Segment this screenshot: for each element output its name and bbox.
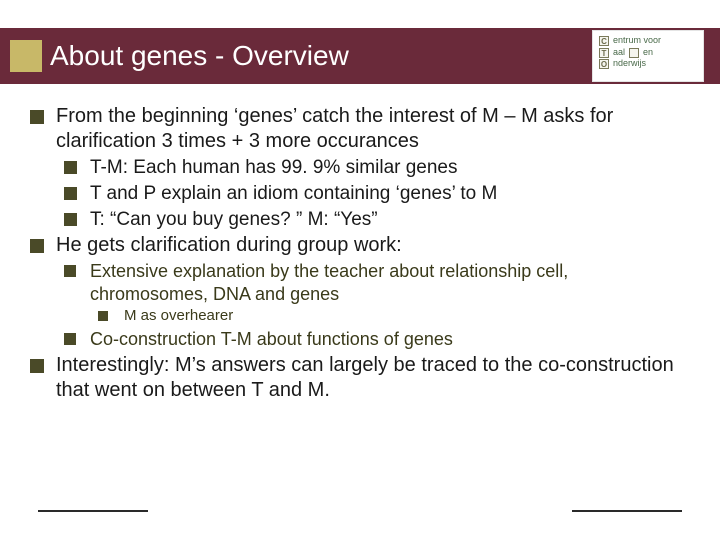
list-item: T-M: Each human has 99. 9% similar genes — [64, 156, 690, 180]
list-item: From the beginning ‘genes’ catch the int… — [30, 104, 690, 231]
logo-text-1: entrum voor — [613, 35, 661, 47]
bullet-text: From the beginning ‘genes’ catch the int… — [56, 105, 613, 152]
bullet-text: Co-construction T-M about functions of g… — [90, 329, 453, 349]
org-logo: C entrum voor T aal en O nderwijs — [592, 30, 704, 82]
logo-letter-t: T — [599, 48, 609, 58]
bullet-text: M as overhearer — [124, 307, 233, 324]
logo-letter-c: C — [599, 36, 609, 46]
list-item: T and P explain an idiom containing ‘gen… — [64, 182, 690, 206]
list-item: He gets clarification during group work:… — [30, 233, 690, 350]
logo-square-icon — [629, 48, 639, 58]
logo-letter-o: O — [599, 59, 609, 69]
bullet-text: T: “Can you buy genes? ” M: “Yes” — [90, 209, 378, 230]
accent-box — [10, 40, 42, 72]
bullet-text: T-M: Each human has 99. 9% similar genes — [90, 157, 458, 178]
slide-body: From the beginning ‘genes’ catch the int… — [30, 104, 690, 405]
list-item: Co-construction T-M about functions of g… — [64, 328, 690, 351]
list-item: Interestingly: M’s answers can largely b… — [30, 353, 690, 403]
bullet-list: From the beginning ‘genes’ catch the int… — [30, 104, 690, 403]
list-item: Extensive explanation by the teacher abo… — [64, 260, 690, 326]
footer-rule-right — [572, 510, 682, 512]
logo-text-3: nderwijs — [613, 58, 646, 70]
bullet-text: Interestingly: M’s answers can largely b… — [56, 354, 674, 401]
bullet-text: He gets clarification during group work: — [56, 234, 402, 256]
list-item: T: “Can you buy genes? ” M: “Yes” — [64, 208, 690, 232]
bullet-text: T and P explain an idiom containing ‘gen… — [90, 183, 497, 204]
logo-text-2b: en — [643, 47, 653, 59]
list-item: M as overhearer — [98, 307, 690, 326]
bullet-text: Extensive explanation by the teacher abo… — [90, 261, 568, 304]
logo-text-2a: aal — [613, 47, 625, 59]
footer-rule-left — [38, 510, 148, 512]
slide-title: About genes - Overview — [50, 40, 349, 72]
